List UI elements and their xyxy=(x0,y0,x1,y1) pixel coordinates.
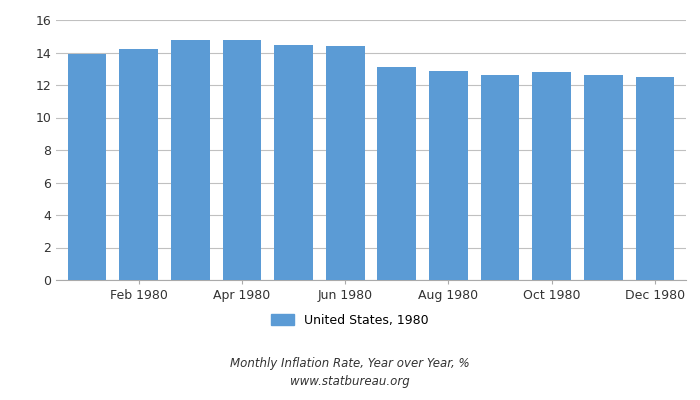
Bar xyxy=(274,45,313,280)
Bar xyxy=(223,40,261,280)
Bar xyxy=(119,49,158,280)
Bar xyxy=(636,76,674,280)
Text: www.statbureau.org: www.statbureau.org xyxy=(290,376,410,388)
Bar xyxy=(481,76,519,280)
Bar xyxy=(377,67,416,280)
Legend: United States, 1980: United States, 1980 xyxy=(267,309,433,332)
Bar xyxy=(326,46,365,280)
Bar xyxy=(429,71,468,280)
Bar xyxy=(171,40,209,280)
Bar xyxy=(584,75,623,280)
Bar xyxy=(533,72,571,280)
Text: Monthly Inflation Rate, Year over Year, %: Monthly Inflation Rate, Year over Year, … xyxy=(230,358,470,370)
Bar xyxy=(68,54,106,280)
